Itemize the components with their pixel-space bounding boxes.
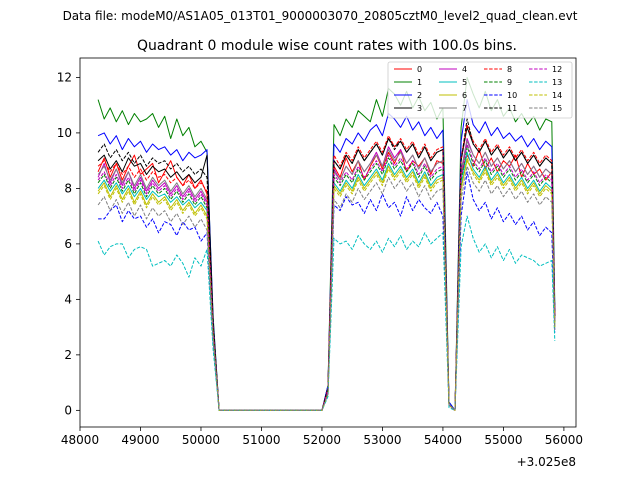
x-tick-label: 53000 bbox=[363, 433, 401, 447]
series-line-15 bbox=[97, 165, 556, 411]
series-line-6 bbox=[97, 160, 556, 411]
y-axis: 0 2 4 6 8 10 12 bbox=[57, 70, 80, 417]
x-tick-label: 49000 bbox=[121, 433, 159, 447]
legend-label-13: 13 bbox=[552, 78, 562, 87]
x-tick-label: 51000 bbox=[242, 433, 280, 447]
figure-suptitle: Data file: modeM0/AS1A05_013T01_90000030… bbox=[63, 9, 578, 23]
y-tick-label: 12 bbox=[57, 70, 72, 84]
legend-label-3: 3 bbox=[417, 104, 422, 113]
x-tick-label: 48000 bbox=[61, 433, 99, 447]
x-axis: 48000 49000 50000 51000 52000 53000 54000 55000… bbox=[61, 427, 583, 447]
plot-area: 48000 49000 50000 51000 52000 53000 54000 55000… bbox=[57, 57, 583, 469]
series-line-5 bbox=[97, 151, 556, 411]
legend-label-14: 14 bbox=[552, 91, 562, 100]
legend-label-10: 10 bbox=[507, 91, 517, 100]
series-layer bbox=[97, 76, 556, 411]
y-tick-label: 6 bbox=[64, 237, 72, 251]
series-line-7 bbox=[97, 140, 556, 411]
legend-label-7: 7 bbox=[462, 104, 467, 113]
series-line-10 bbox=[98, 171, 556, 411]
legend-label-15: 15 bbox=[552, 104, 562, 113]
series-line-11 bbox=[97, 118, 556, 411]
legend-label-2: 2 bbox=[417, 91, 422, 100]
legend-label-1: 1 bbox=[417, 78, 422, 87]
series-line-8 bbox=[97, 124, 556, 411]
legend-label-9: 9 bbox=[507, 78, 512, 87]
legend-label-4: 4 bbox=[462, 65, 467, 74]
y-tick-label: 10 bbox=[57, 126, 72, 140]
chart-title: Quadrant 0 module wise count rates with … bbox=[137, 38, 517, 54]
x-tick-label: 55000 bbox=[484, 433, 522, 447]
series-line-12 bbox=[97, 143, 556, 411]
legend-box bbox=[387, 61, 573, 119]
legend-label-12: 12 bbox=[552, 65, 562, 74]
x-tick-label: 50000 bbox=[182, 433, 220, 447]
legend-label-8: 8 bbox=[507, 65, 512, 74]
legend-label-6: 6 bbox=[462, 91, 467, 100]
x-tick-label: 56000 bbox=[545, 433, 583, 447]
series-line-9 bbox=[97, 146, 556, 411]
x-tick-label: 54000 bbox=[424, 433, 462, 447]
legend-label-11: 11 bbox=[507, 104, 517, 113]
x-offset-label: +3.025e8 bbox=[517, 455, 576, 469]
y-tick-label: 2 bbox=[64, 348, 72, 362]
y-tick-label: 8 bbox=[64, 181, 72, 195]
y-tick-label: 4 bbox=[64, 292, 72, 306]
series-line-2 bbox=[97, 99, 556, 411]
y-tick-label: 0 bbox=[64, 403, 72, 417]
x-tick-label: 52000 bbox=[303, 433, 341, 447]
legend-label-0: 0 bbox=[417, 65, 422, 74]
series-line-14 bbox=[97, 157, 556, 411]
axes-frame bbox=[79, 57, 577, 428]
series-line-13 bbox=[97, 215, 556, 411]
legend-label-5: 5 bbox=[462, 78, 467, 87]
